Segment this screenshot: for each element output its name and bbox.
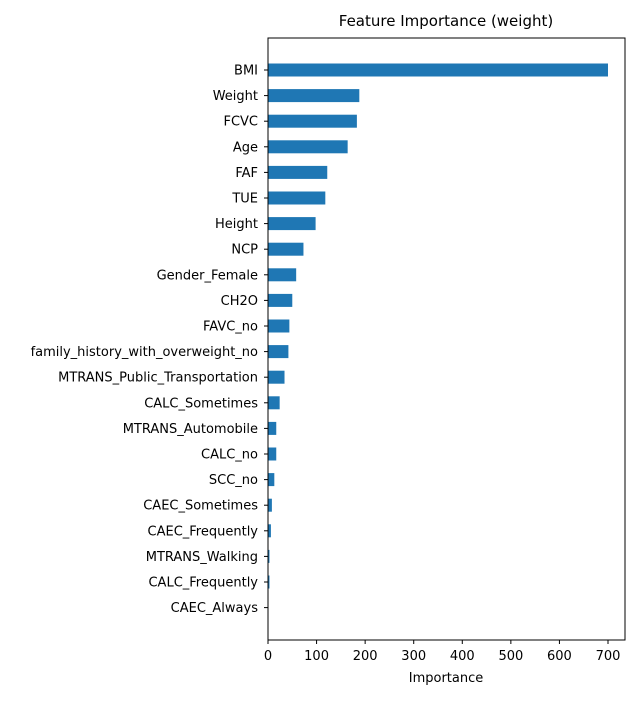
x-tick-label: 300 xyxy=(401,649,426,664)
bar-FAVC_no xyxy=(268,320,289,333)
bar-MTRANS_Public_Transportation xyxy=(268,371,285,384)
y-tick-label: MTRANS_Walking xyxy=(146,550,258,565)
y-axis-ticks: BMI Weight FCVC Age FAF TUE Height NCP Gender_Fe… xyxy=(31,64,268,617)
y-tick-label: MTRANS_Automobile xyxy=(123,422,258,437)
chart-title: Feature Importance (weight) xyxy=(339,12,553,30)
bar-FCVC xyxy=(268,115,357,128)
y-tick-label: BMI xyxy=(234,64,258,79)
bar-SCC_no xyxy=(268,473,274,486)
x-tick-label: 400 xyxy=(450,649,475,664)
y-tick-label: CAEC_Always xyxy=(171,601,259,616)
bar-Weight xyxy=(268,89,359,102)
bar-MTRANS_Automobile xyxy=(268,422,276,435)
y-tick-label: Age xyxy=(233,140,258,155)
bar-family_history_with_overweight_no xyxy=(268,345,288,358)
y-tick-label: CALC_Sometimes xyxy=(144,396,258,411)
bar-FAF xyxy=(268,166,327,179)
bar-CALC_no xyxy=(268,448,276,461)
y-tick-label: MTRANS_Public_Transportation xyxy=(58,371,258,386)
bar-CAEC_Sometimes xyxy=(268,499,272,512)
x-tick-label: 700 xyxy=(596,649,621,664)
y-tick-label: Weight xyxy=(213,89,258,104)
bar-CH2O xyxy=(268,294,292,307)
y-tick-label: CALC_no xyxy=(201,448,258,463)
y-tick-label: Gender_Female xyxy=(157,268,258,283)
y-tick-label: NCP xyxy=(231,243,258,258)
bar-NCP xyxy=(268,243,303,256)
y-tick-label: FAF xyxy=(235,166,258,181)
y-tick-label: TUE xyxy=(231,192,258,207)
y-tick-label: Height xyxy=(215,217,258,232)
x-axis-ticks: 0 100 200 300 400 500 600 700 xyxy=(264,640,621,664)
y-tick-label: SCC_no xyxy=(209,473,258,488)
y-tick-label: FAVC_no xyxy=(203,320,258,335)
x-tick-label: 500 xyxy=(498,649,523,664)
y-tick-label: CAEC_Frequently xyxy=(148,524,259,539)
y-tick-label: FCVC xyxy=(223,115,258,130)
y-tick-label: CALC_Frequently xyxy=(148,576,258,591)
x-tick-label: 600 xyxy=(547,649,572,664)
x-tick-label: 200 xyxy=(353,649,378,664)
bar-BMI xyxy=(268,64,608,77)
y-tick-label: CAEC_Sometimes xyxy=(143,499,258,514)
x-tick-label: 0 xyxy=(264,649,272,664)
bar-CALC_Sometimes xyxy=(268,396,280,409)
bars-layer xyxy=(268,64,608,615)
x-axis-title: Importance xyxy=(409,671,484,686)
y-tick-label: CH2O xyxy=(221,294,258,309)
x-tick-label: 100 xyxy=(304,649,329,664)
bar-Gender_Female xyxy=(268,268,296,281)
bar-TUE xyxy=(268,192,325,205)
y-tick-label: family_history_with_overweight_no xyxy=(31,345,258,360)
plot-frame xyxy=(268,38,625,640)
bar-Height xyxy=(268,217,316,230)
bar-Age xyxy=(268,140,348,153)
